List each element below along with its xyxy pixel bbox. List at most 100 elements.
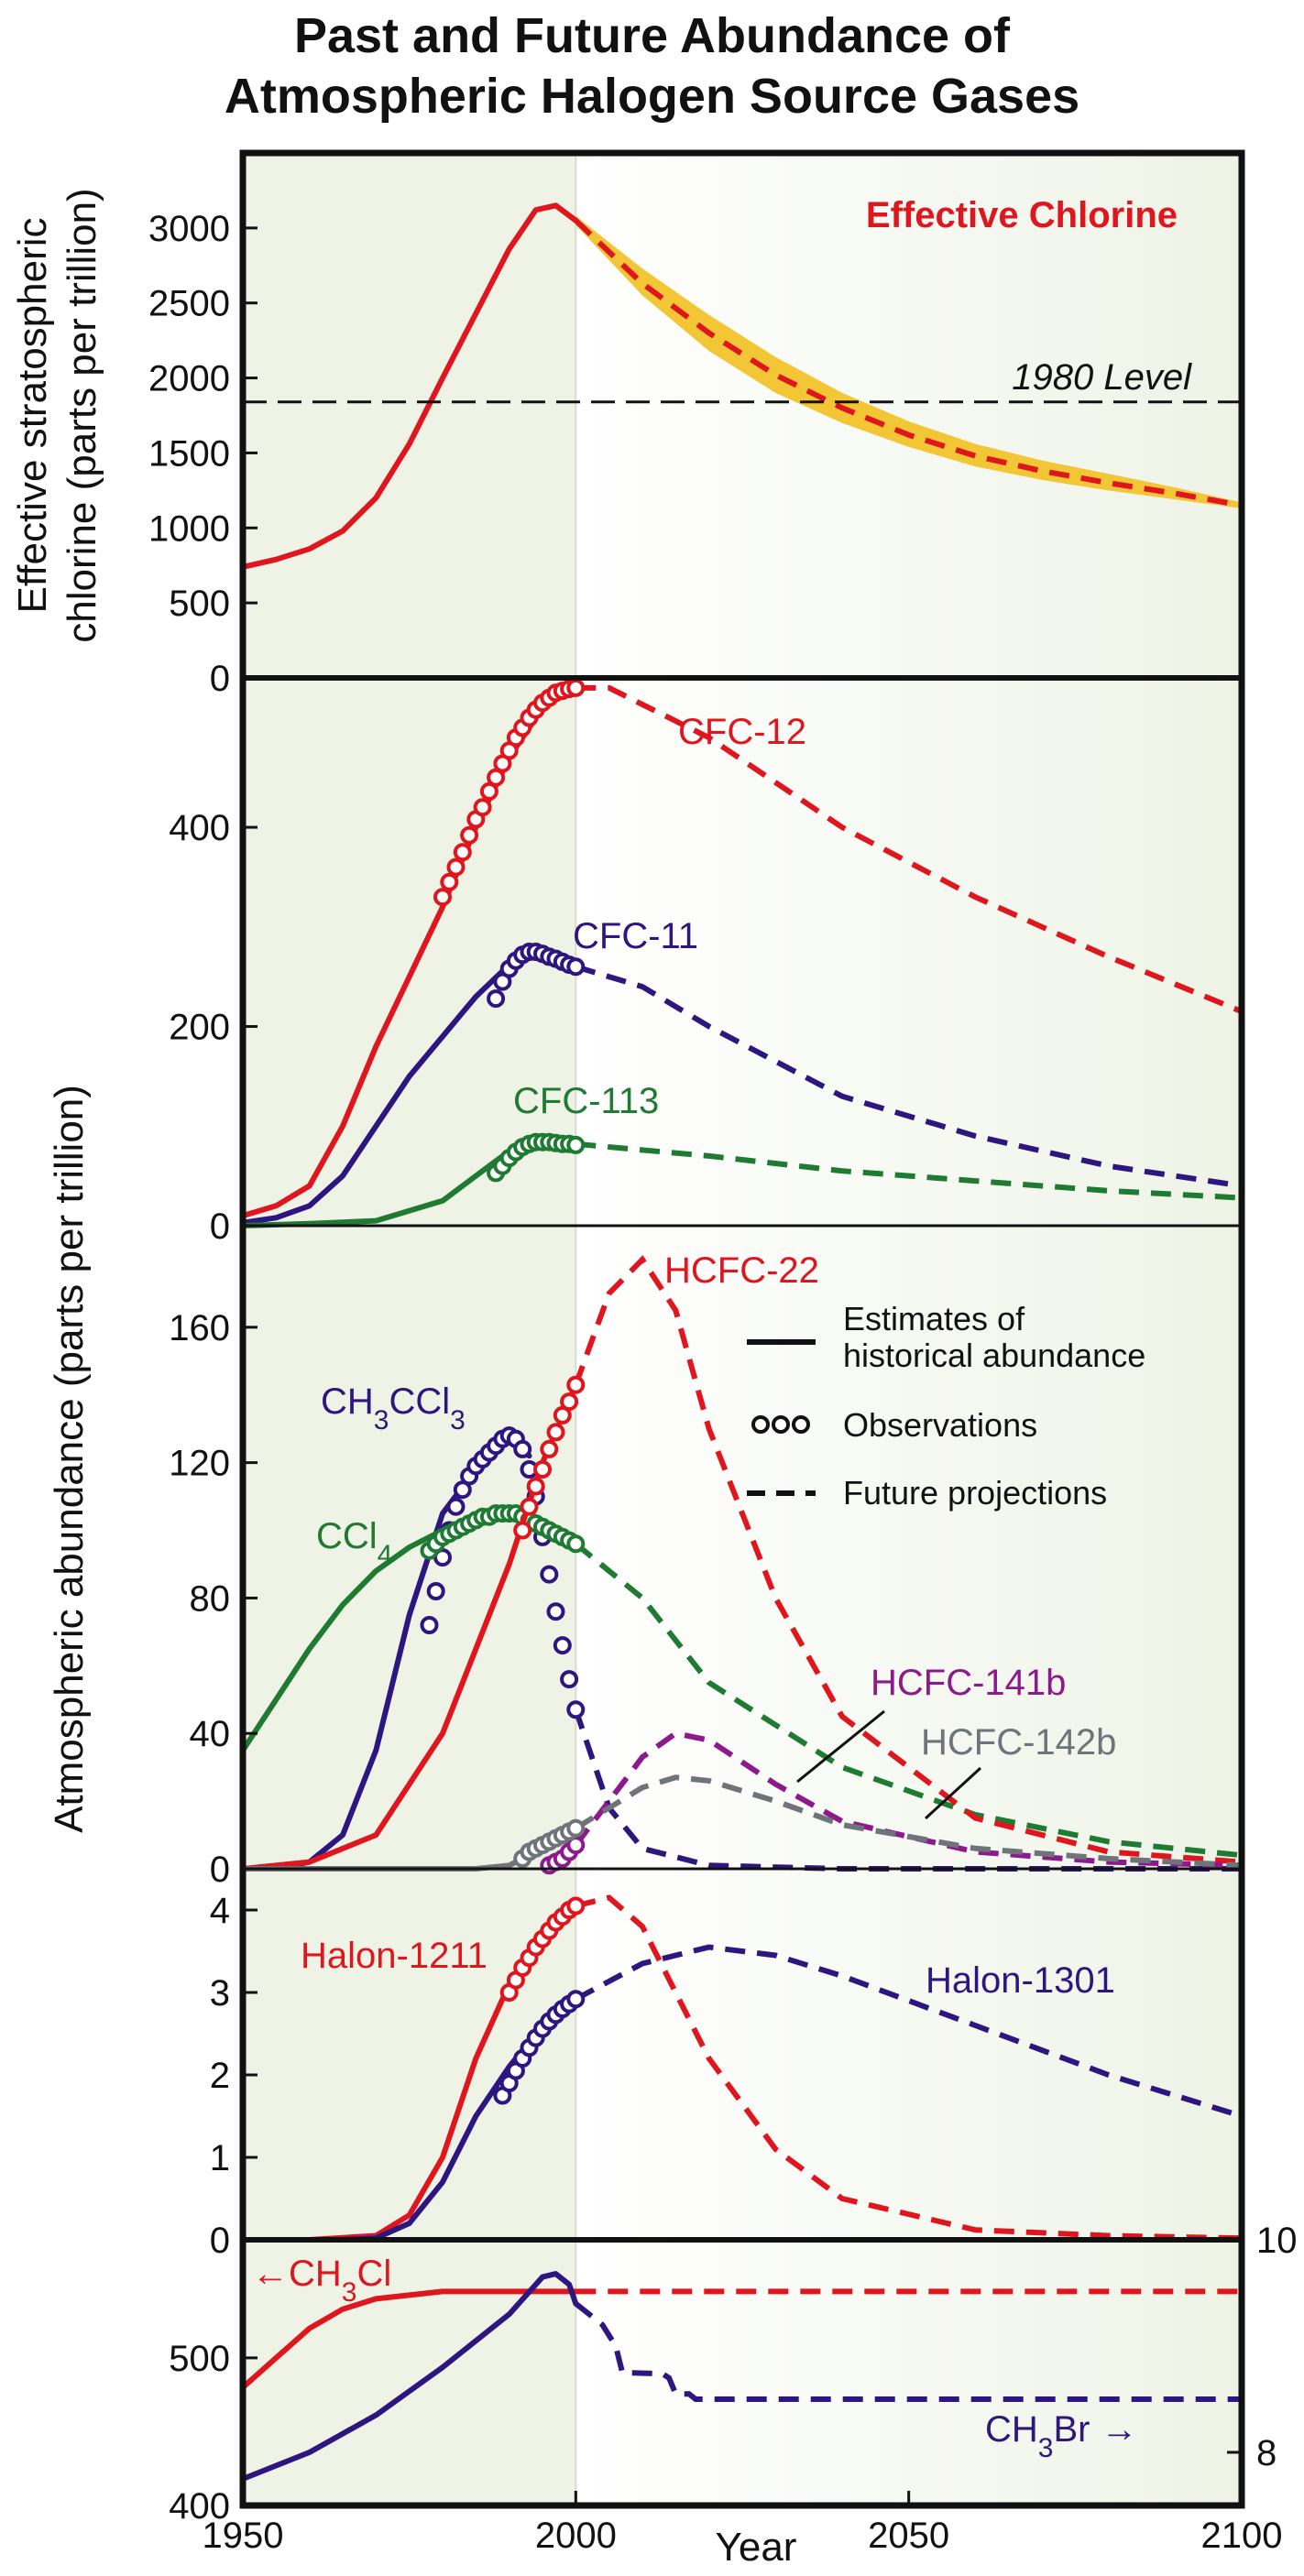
- panel-2-cfc-12-observation-point: [460, 825, 479, 845]
- panel-2-cfc-12-projection-line: [575, 684, 1244, 1014]
- panel-2-cfc-11-observation-point: [566, 957, 586, 977]
- panel-5-y-tick-label: 10: [1256, 2221, 1298, 2261]
- x-tick-label: 2000: [535, 2516, 617, 2556]
- series-label-halon-1301: Halon-1301: [926, 1960, 1115, 2001]
- panel-1-y-tick-label: 2000: [148, 359, 230, 399]
- panel-2-y-tick-label: 400: [169, 808, 230, 848]
- panel-4-y-tick-label: 1: [210, 2138, 230, 2178]
- series-label-ch3br: CH3Br →: [985, 2409, 1137, 2463]
- panel-3-ch3ccl3-observation-point: [553, 1636, 572, 1655]
- annotations: 1980 Level Effective Chlorine CFC-12 CFC-11…: [252, 195, 1192, 2463]
- panel-5-ch3br-projection-line: [574, 2301, 1242, 2402]
- chart-title-line-1: Past and Future Abundance of: [293, 8, 1011, 63]
- top-panel-y-axis-label-line-2: chlorine (parts per trillion): [60, 188, 104, 642]
- series-label-ch3br-name_sub1: 3: [1038, 2433, 1054, 2463]
- axes: 0500100015002000250030000200400040801201…: [10, 188, 1298, 2570]
- x-tick-label: 1950: [203, 2516, 284, 2556]
- panel-3-ch3ccl3-observation-point: [540, 1565, 559, 1584]
- panel-2-cfc-11-observation-point: [487, 989, 506, 1009]
- series-label-cfc-12: CFC-12: [678, 712, 806, 752]
- series-label-hcfc-141b: HCFC-141b: [871, 1663, 1066, 1703]
- panel-2-cfc-12-observation-point: [479, 781, 499, 801]
- panel-2-y-tick-label: 0: [210, 1206, 230, 1247]
- legend-historical-label-line-1: Estimates of: [843, 1300, 1025, 1337]
- panel-2-cfc-12-observation-point: [473, 798, 492, 817]
- panel-3-hcfc-22-observation-point: [546, 1423, 565, 1442]
- panel-3-y-tick-label: 40: [190, 1714, 231, 1754]
- series-label-ch3br-name_prefix: CH: [985, 2409, 1038, 2450]
- panel-3-ch3ccl3-observation-point: [560, 1670, 579, 1689]
- series-label-effective-chlorine: Effective Chlorine: [866, 195, 1178, 235]
- series-label-cfc-11: CFC-11: [573, 916, 698, 956]
- panel-3-y-tick-label: 80: [190, 1578, 231, 1619]
- panel-2-cfc-12-observation-point: [446, 857, 466, 877]
- panel-2-y-tick-label: 200: [169, 1008, 230, 1048]
- legend-observations-swatch: [772, 1415, 790, 1434]
- panel-1-effective-chlorine-projection-line: [574, 218, 1243, 508]
- series-label-ch3br-label_arrow: →: [1101, 2409, 1137, 2450]
- legend-historical-label-line-2: historical abundance: [843, 1337, 1145, 1374]
- panel-2-cfc-113-observation-point: [566, 1135, 586, 1154]
- legend-observations-label: Observations: [843, 1406, 1037, 1444]
- panel-3-y-tick-label: 160: [169, 1308, 230, 1348]
- panel-3-hcfc-22-observation-point: [533, 1460, 552, 1479]
- panel-3-y-tick-label: 0: [210, 1850, 230, 1890]
- panel-2-cfc-11-projection-line: [575, 964, 1243, 1189]
- panel-4-halon-1211-projection-line: [575, 1894, 1243, 2242]
- panel-3-hcfc-142b-projection-line: [574, 1774, 1243, 1869]
- panel-2-cfc-113-projection-line: [575, 1141, 1243, 1201]
- panel-5-y-tick-label: 500: [169, 2339, 230, 2379]
- hcfc-142b-pointer-line: [924, 1766, 982, 1820]
- panel-3-ch3ccl3-observation-point: [546, 1602, 565, 1621]
- panel-3-hcfc-22-observation-point: [566, 1375, 586, 1394]
- chart-title: Past and Future Abundance of Atmospheric…: [0, 5, 1304, 126]
- series-label-ch3cl-name_mid: Cl: [356, 2254, 391, 2294]
- historical-period-background: [243, 153, 576, 2505]
- series-label-ccl4-name_sub1: 4: [378, 1540, 393, 1570]
- panel-4-y-tick-label: 4: [210, 1891, 230, 1931]
- panel-1-y-tick-label: 1000: [148, 508, 230, 549]
- panel-3-hcfc-142b-observation-point: [566, 1818, 586, 1838]
- panel-3-ch3ccl3-observation-point: [566, 1700, 586, 1719]
- panel-3-hcfc-22-observation-point: [540, 1439, 559, 1458]
- panel-3-ccl4-projection-line: [574, 1541, 1243, 1859]
- series-label-ccl4: CCl4: [316, 1516, 392, 1570]
- series-label-halon-1211: Halon-1211: [301, 1936, 488, 1976]
- panel-3-ch3ccl3-observation-point: [446, 1497, 466, 1516]
- panel-4-halon-1301-observation-point: [566, 1990, 586, 2009]
- series-label-ch3ccl3: CH3CCl3: [321, 1381, 466, 1435]
- panel-1-y-tick-label: 500: [169, 584, 230, 624]
- series-label-ccl4-name_prefix: CCl: [316, 1516, 378, 1556]
- panel-2-cfc-12-observation-point: [433, 888, 452, 907]
- chart-title-line-2: Atmospheric Halogen Source Gases: [224, 69, 1080, 124]
- x-tick-label: 2100: [1201, 2516, 1283, 2556]
- panel-4-y-tick-label: 3: [210, 1973, 230, 2014]
- panel-1-y-tick-label: 1500: [148, 433, 230, 474]
- series-label-ch3cl-name_prefix: CH: [289, 2254, 342, 2294]
- x-tick-label: 2050: [868, 2516, 949, 2556]
- panel-1-y-tick-label: 3000: [148, 209, 230, 249]
- hcfc-141b-pointer-line: [796, 1709, 885, 1784]
- panel-3-hcfc-22-observation-point: [513, 1521, 532, 1540]
- panel-3-hcfc-22-projection-line: [573, 1255, 1243, 1865]
- x-axis-label: Year: [716, 2525, 797, 2570]
- projection-period-background: [575, 153, 1242, 2505]
- panel-4-halon-1211-observation-point: [566, 1896, 586, 1916]
- panel-3-hcfc-22-observation-point: [560, 1392, 579, 1412]
- panel-1-y-tick-label: 0: [210, 659, 230, 699]
- panel-4-y-tick-label: 2: [210, 2056, 230, 2096]
- series-label-ch3ccl3-name_mid: CCl: [389, 1381, 450, 1422]
- panel-2-cfc-12-observation-point: [440, 872, 459, 891]
- panel-5-y-tick-label: 400: [169, 2486, 230, 2527]
- panel-2-cfc-12-observation-point: [453, 843, 472, 862]
- series-label-ch3cl-label_arrow: ←: [252, 2254, 289, 2294]
- panel-2-cfc-12-observation-point: [566, 678, 586, 697]
- chart-outer-frame: [239, 149, 1245, 2509]
- series-label-hcfc-22: HCFC-22: [664, 1250, 819, 1291]
- panel-4-y-tick-label: 0: [210, 2221, 230, 2261]
- panel-1-y-tick-label: 2500: [148, 284, 230, 324]
- panel-3-y-tick-label: 120: [169, 1444, 230, 1484]
- panel-5-y-tick-label: 8: [1256, 2433, 1277, 2473]
- legend-observations-swatch: [751, 1415, 770, 1434]
